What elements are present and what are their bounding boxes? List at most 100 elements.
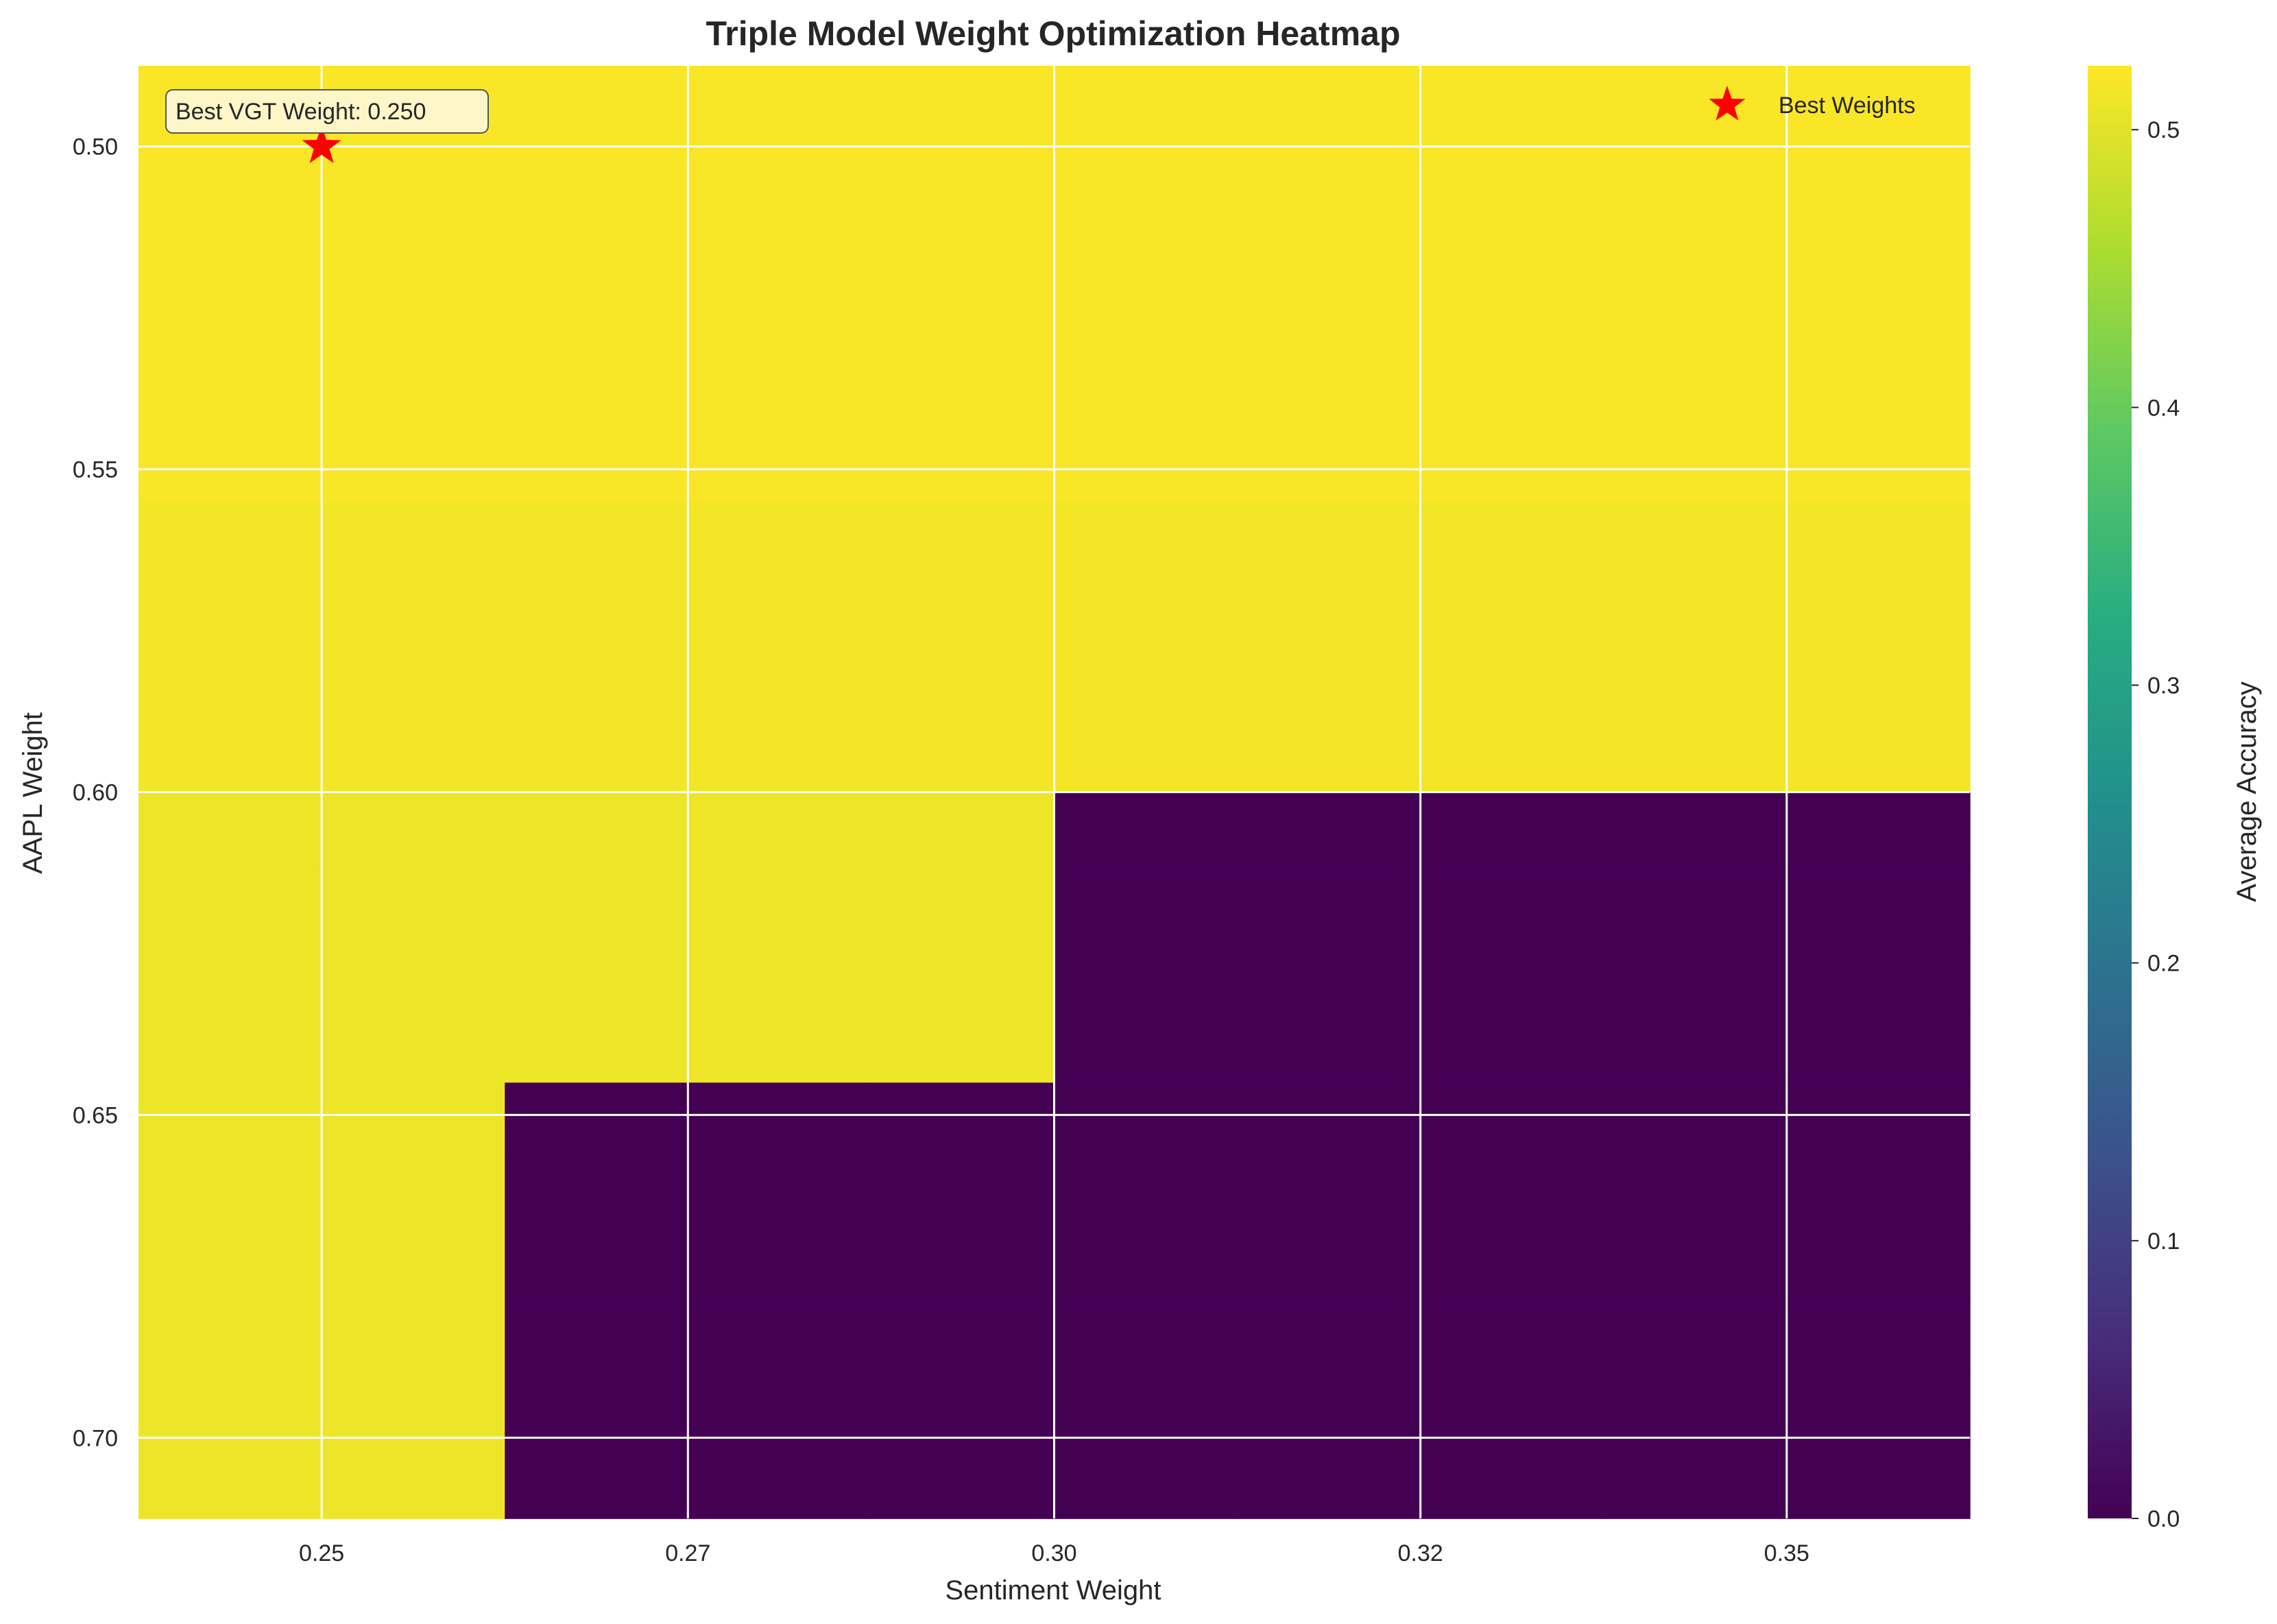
heatmap-cell bbox=[322, 1155, 505, 1228]
heatmap-cell bbox=[1603, 356, 1787, 430]
heatmap-cell bbox=[688, 501, 872, 575]
heatmap-cell bbox=[1237, 1300, 1421, 1374]
heatmap-cell bbox=[1603, 501, 1787, 575]
heatmap-cell bbox=[1786, 1446, 1971, 1519]
colorbar-ticks: 0.0 0.1 0.2 0.3 0.4 0.5 bbox=[2132, 117, 2180, 1532]
x-tick-label: 0.35 bbox=[1764, 1540, 1809, 1566]
x-axis-label: Sentiment Weight bbox=[945, 1575, 1161, 1605]
heatmap-cell bbox=[505, 937, 689, 1011]
heatmap-cell bbox=[138, 792, 322, 866]
heatmap-cell bbox=[1054, 792, 1238, 866]
heatmap-cell bbox=[1054, 719, 1238, 793]
heatmap-cell bbox=[871, 646, 1055, 720]
heatmap-cell bbox=[688, 1228, 872, 1301]
colorbar: 0.0 0.1 0.2 0.3 0.4 0.5 Average Accuracy bbox=[2088, 66, 2262, 1532]
heatmap-cell bbox=[1237, 1228, 1421, 1301]
heatmap-cell bbox=[1603, 1373, 1787, 1446]
heatmap-cell bbox=[1603, 210, 1787, 284]
heatmap-cell bbox=[1054, 574, 1238, 648]
heatmap-cell bbox=[688, 428, 872, 502]
heatmap-cell bbox=[1237, 937, 1421, 1011]
heatmap-cell bbox=[1786, 66, 1971, 139]
heatmap-cell bbox=[1054, 1446, 1238, 1519]
heatmap-cell bbox=[1786, 646, 1971, 720]
heatmap-cell bbox=[1237, 864, 1421, 938]
x-tick-label: 0.27 bbox=[665, 1540, 710, 1566]
heatmap-cell bbox=[688, 210, 872, 284]
colorbar-tick-label: 0.3 bbox=[2147, 673, 2180, 699]
heatmap-cell bbox=[1237, 574, 1421, 648]
heatmap-cell bbox=[871, 937, 1055, 1011]
heatmap-cell bbox=[871, 428, 1055, 502]
heatmap-cell bbox=[1786, 1373, 1971, 1446]
heatmap-cell bbox=[688, 1300, 872, 1374]
heatmap-cell bbox=[505, 210, 689, 284]
heatmap-cell bbox=[1603, 937, 1787, 1011]
heatmap-cell bbox=[1420, 1155, 1604, 1228]
heatmap-cell bbox=[1603, 719, 1787, 793]
heatmap-cell bbox=[505, 792, 689, 866]
heatmap-cell bbox=[1603, 1155, 1787, 1228]
heatmap-cell bbox=[138, 646, 322, 720]
heatmap-cell bbox=[1420, 1228, 1604, 1301]
heatmap-cell bbox=[1603, 646, 1787, 720]
y-axis-label: AAPL Weight bbox=[18, 712, 48, 874]
heatmap-cell bbox=[688, 792, 872, 866]
heatmap-cell bbox=[1237, 1155, 1421, 1228]
heatmap-cell bbox=[1237, 138, 1421, 212]
heatmap-cell bbox=[871, 356, 1055, 430]
colorbar-tick-label: 0.1 bbox=[2147, 1228, 2180, 1255]
y-tick-label: 0.50 bbox=[73, 134, 118, 160]
legend-star bbox=[1709, 86, 1746, 121]
annotation-text: Best VGT Weight: 0.250 bbox=[176, 99, 426, 125]
heatmap-cell bbox=[1054, 1155, 1238, 1228]
heatmap-cell bbox=[1237, 1010, 1421, 1084]
heatmap-cell bbox=[322, 646, 505, 720]
heatmap-cell bbox=[1054, 646, 1238, 720]
heatmap-cell bbox=[1786, 138, 1971, 212]
heatmap-cell bbox=[1786, 501, 1971, 575]
heatmap-cell bbox=[1786, 1010, 1971, 1084]
heatmap-cell bbox=[871, 864, 1055, 938]
heatmap-cell bbox=[505, 1300, 689, 1374]
heatmap-cell bbox=[1237, 283, 1421, 357]
heatmap-cell bbox=[1786, 283, 1971, 357]
heatmap-cell bbox=[871, 501, 1055, 575]
heatmap-cell bbox=[322, 864, 505, 938]
y-axis-ticks: 0.50 0.55 0.60 0.65 0.70 bbox=[73, 134, 118, 1452]
heatmap-cell bbox=[1420, 719, 1604, 793]
heatmap-cell bbox=[1420, 210, 1604, 284]
y-tick-label: 0.55 bbox=[73, 457, 118, 483]
heatmap-cell bbox=[138, 210, 322, 284]
heatmap-cell bbox=[871, 210, 1055, 284]
heatmap-cell bbox=[505, 501, 689, 575]
colorbar-label: Average Accuracy bbox=[2232, 681, 2262, 902]
heatmap-cell bbox=[871, 66, 1055, 139]
heatmap-cell bbox=[1237, 1373, 1421, 1446]
heatmap-cell bbox=[1603, 864, 1787, 938]
heatmap-cell bbox=[1237, 719, 1421, 793]
heatmap-cell bbox=[688, 646, 872, 720]
heatmap-cell bbox=[688, 1373, 872, 1446]
heatmap-cell bbox=[505, 428, 689, 502]
heatmap-cell bbox=[1054, 864, 1238, 938]
colorbar-tick-label: 0.4 bbox=[2147, 395, 2180, 421]
heatmap-cell bbox=[871, 1446, 1055, 1519]
heatmap-cell bbox=[871, 1010, 1055, 1084]
heatmap-cell bbox=[505, 1373, 689, 1446]
heatmap-cell bbox=[688, 719, 872, 793]
heatmap-cells bbox=[138, 66, 1971, 1519]
heatmap-cell bbox=[688, 864, 872, 938]
heatmap-cell bbox=[322, 1446, 505, 1519]
heatmap-cell bbox=[1420, 792, 1604, 866]
x-axis-ticks: 0.25 0.27 0.30 0.32 0.35 bbox=[299, 1540, 1809, 1566]
heatmap-cell bbox=[688, 283, 872, 357]
heatmap-cell bbox=[1237, 501, 1421, 575]
heatmap-cell bbox=[1786, 210, 1971, 284]
heatmap-cell bbox=[505, 1010, 689, 1084]
heatmap-cell bbox=[1603, 66, 1787, 139]
best-vgt-annotation: Best VGT Weight: 0.250 bbox=[165, 89, 489, 134]
heatmap-cell bbox=[322, 792, 505, 866]
heatmap-cell bbox=[1786, 1155, 1971, 1228]
